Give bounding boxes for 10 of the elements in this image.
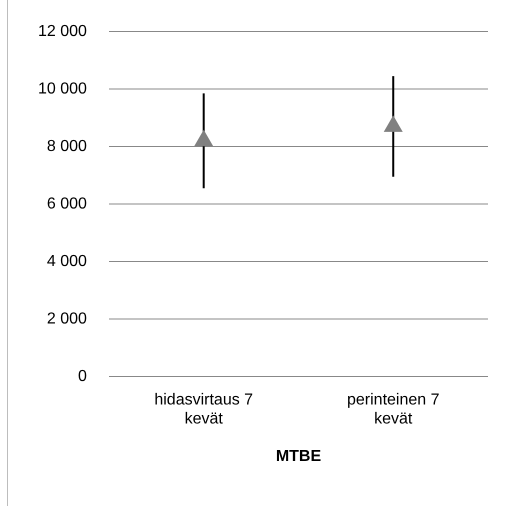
y-tick-label: 2 000 [46,310,88,328]
x-axis-title: MTBE [276,448,322,465]
y-tick-label: 10 000 [38,80,88,98]
y-tick-label: 6 000 [46,195,88,212]
x-tick-label: hidasvirtaus 7 kevät [154,391,254,428]
x-tick-label: perinteinen 7 kevät [346,391,440,428]
y-tick-label: 12 000 [38,23,88,40]
y-tick-label: 0 [78,368,88,385]
y-tick-label: 8 000 [46,138,88,155]
y-tick-label: 4 000 [46,252,88,270]
